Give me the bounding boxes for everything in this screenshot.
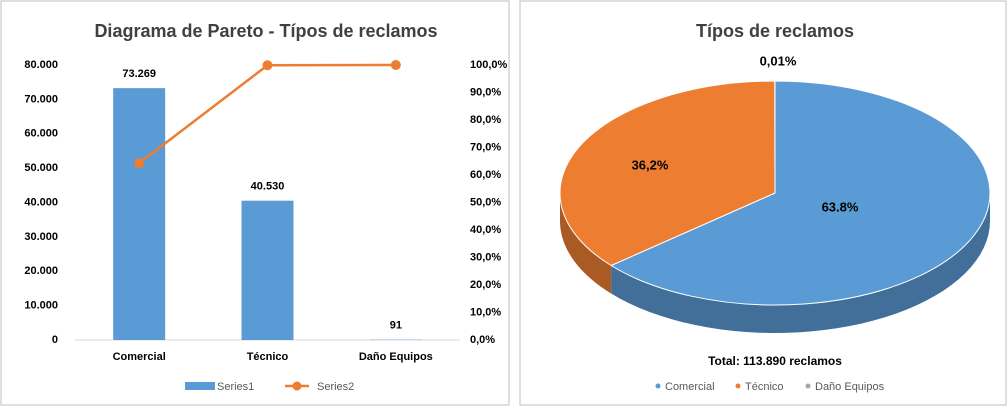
data-label: 0,01%: [760, 53, 797, 68]
chart-title: Diagrama de Pareto - Típos de reclamos: [94, 21, 437, 41]
legend-label: Series1: [217, 381, 254, 393]
data-label: 91: [390, 320, 402, 332]
bar: [241, 200, 294, 340]
y-tick-label: 50.000: [24, 162, 58, 174]
y2-tick-label: 80,0%: [470, 114, 501, 126]
legend-marker: [655, 383, 661, 389]
line-point: [262, 60, 273, 71]
y2-tick-label: 10,0%: [470, 306, 501, 318]
x-tick-label: Técnico: [247, 351, 289, 363]
y-tick-label: 30.000: [24, 231, 58, 243]
y2-tick-label: 30,0%: [470, 251, 501, 263]
y2-tick-label: 60,0%: [470, 169, 501, 181]
y-tick-label: 10.000: [24, 300, 58, 312]
x-tick-label: Daño Equipos: [359, 351, 433, 363]
slice: [610, 80, 991, 306]
data-label: 63.8%: [822, 199, 859, 214]
legend-marker: [735, 383, 741, 389]
slice: [559, 80, 776, 267]
y-tick-label: 0: [52, 334, 58, 346]
data-label: 36,2%: [632, 157, 669, 172]
legend-label: Comercial: [665, 381, 715, 393]
y-tick-label: 20.000: [24, 265, 58, 277]
annotation: Total: 113.890 reclamos: [708, 354, 842, 368]
legend-marker: [292, 381, 302, 391]
y2-tick-label: 90,0%: [470, 86, 501, 98]
y2-tick-label: 40,0%: [470, 224, 501, 236]
line-point: [134, 158, 145, 169]
data-label: 40.530: [251, 181, 285, 193]
data-label: 73.269: [122, 68, 156, 80]
y-tick-label: 70.000: [24, 93, 58, 105]
legend-label: Series2: [317, 381, 354, 393]
line-point: [390, 60, 401, 70]
y-tick-label: 60.000: [24, 128, 58, 140]
x-tick-label: Comercial: [113, 351, 166, 363]
slice-side: [560, 193, 612, 294]
legend-label: Daño Equipos: [815, 381, 885, 393]
y2-tick-label: 100,0%: [470, 59, 508, 71]
y2-tick-label: 20,0%: [470, 279, 501, 291]
y2-tick-label: 70,0%: [470, 141, 501, 153]
legend-marker: [805, 383, 811, 389]
y2-tick-label: 0,0%: [470, 334, 495, 346]
chart-title: Típos de reclamos: [696, 21, 854, 41]
bar: [113, 88, 166, 340]
y-tick-label: 40.000: [24, 196, 58, 208]
legend-swatch: [185, 382, 215, 390]
y-tick-label: 80.000: [24, 59, 58, 71]
slice-side: [611, 193, 990, 333]
legend-label: Técnico: [745, 381, 784, 393]
y2-tick-label: 50,0%: [470, 196, 501, 208]
